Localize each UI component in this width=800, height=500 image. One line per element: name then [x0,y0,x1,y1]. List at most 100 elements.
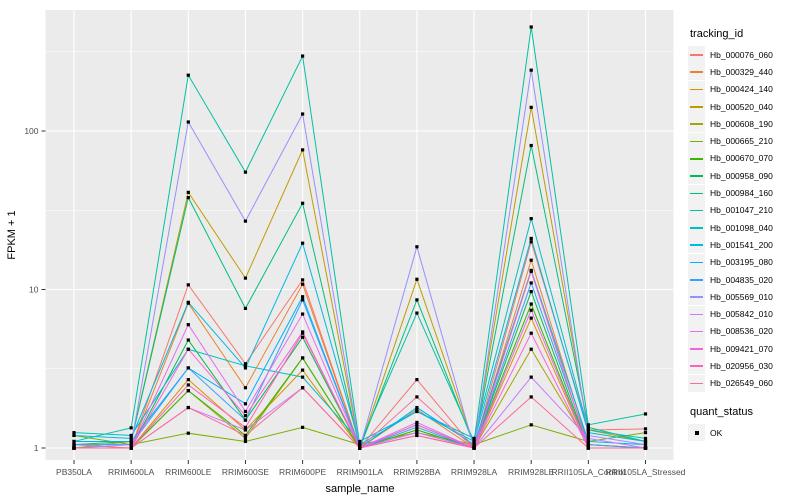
data-point [586,431,590,435]
data-point [643,431,648,435]
data-point [301,335,305,339]
legend-item-label: Hb_008536_020 [710,326,773,337]
legend-item-Hb_000608_190: Hb_000608_190 [688,115,800,133]
color-line-icon [690,365,703,368]
ok-point-key [688,424,705,442]
color-line-icon [690,348,703,350]
color-line-icon [690,330,703,333]
x-tick-label: RRIM928LA [451,467,498,477]
legend-item-label: Hb_000984_160 [710,188,773,199]
legend-title-tracking-id: tracking_id [690,28,744,40]
data-point [243,439,248,444]
data-point [529,331,533,335]
color-line-icon [690,88,703,91]
data-point [586,428,590,432]
data-point [301,375,305,379]
data-point [186,347,190,351]
x-tick-label: RRII105LA_Control [551,467,625,477]
data-point [301,425,305,429]
data-point [243,170,248,174]
legend-item-label: Hb_001098_040 [710,222,773,233]
legend-item-Hb_000665_210: Hb_000665_210 [688,132,800,150]
color-line-icon [690,175,703,177]
legend-item-label: Hb_001541_200 [710,239,773,250]
legend-color-key [688,149,705,167]
data-point [186,405,190,410]
x-tick-label: PB350LA [56,467,92,477]
data-point [415,433,419,438]
data-point [72,431,76,435]
color-line-icon [690,140,703,143]
data-point [643,412,648,416]
data-point [186,283,190,287]
data-point [472,436,476,440]
data-point [72,439,76,444]
data-point [415,395,419,399]
data-point [358,446,362,450]
data-point [415,245,419,249]
data-point [529,302,533,306]
data-point [586,439,590,444]
data-point [243,414,248,418]
data-point [186,190,190,194]
legend-color-key [688,167,705,185]
color-line-icon [690,192,703,195]
data-point [243,276,248,280]
data-point [586,436,590,440]
legend-color-key [688,219,705,237]
data-point [243,306,248,310]
legend-item-Hb_000958_090: Hb_000958_090 [688,167,800,185]
y-tick-label: 10 [29,285,39,295]
data-point [415,431,419,435]
data-point [186,389,190,393]
color-line-icon [690,71,703,74]
data-point [301,148,305,152]
data-point [186,383,190,387]
legend-item-Hb_000984_160: Hb_000984_160 [688,184,800,202]
data-point [586,446,590,450]
legend-color-key [688,132,705,150]
data-point [529,68,533,72]
data-point [529,395,533,399]
legend-item-Hb_020956_030: Hb_020956_030 [688,357,800,375]
legend-color-key [688,340,705,358]
data-point [243,386,248,390]
data-point [586,433,590,438]
legend-item-label: Hb_000670_070 [710,153,773,164]
data-point [243,433,248,438]
legend-item-label: Hb_005569_010 [710,291,773,302]
legend-color-key [688,305,705,323]
x-tick-label: RRIM928LE [508,467,555,477]
legend-color-key [688,184,705,202]
legend-item-label: Hb_020956_030 [710,360,773,371]
data-point [186,378,190,382]
data-point [472,443,476,447]
y-tick-label: 1 [34,443,39,453]
legend-color-key [688,63,705,81]
legend-item-label: OK [710,427,723,438]
data-point [243,425,248,429]
data-point [301,312,305,316]
x-tick-label: RRIM901LA [337,467,384,477]
legend-item-Hb_005842_010: Hb_005842_010 [688,305,800,323]
legend-item-label: Hb_000520_040 [710,101,773,112]
legend-title-quant-status: quant_status [690,405,753,418]
legend-color-key [688,80,705,98]
legend-color-key [688,374,705,392]
data-point [129,436,133,440]
legend-color-key [688,201,705,219]
data-point [529,236,533,241]
color-line-icon [690,106,703,108]
black-square-point-icon [694,430,699,435]
data-point [129,446,133,450]
color-line-icon [690,209,703,212]
data-point [129,439,133,444]
legend-item-label: Hb_000076_060 [710,49,773,60]
legend-item-label: Hb_004835_020 [710,274,773,285]
data-point [643,439,648,444]
data-point [186,366,190,370]
color-line-icon [690,313,703,316]
data-point [186,73,190,77]
legend-color-key [688,357,705,375]
